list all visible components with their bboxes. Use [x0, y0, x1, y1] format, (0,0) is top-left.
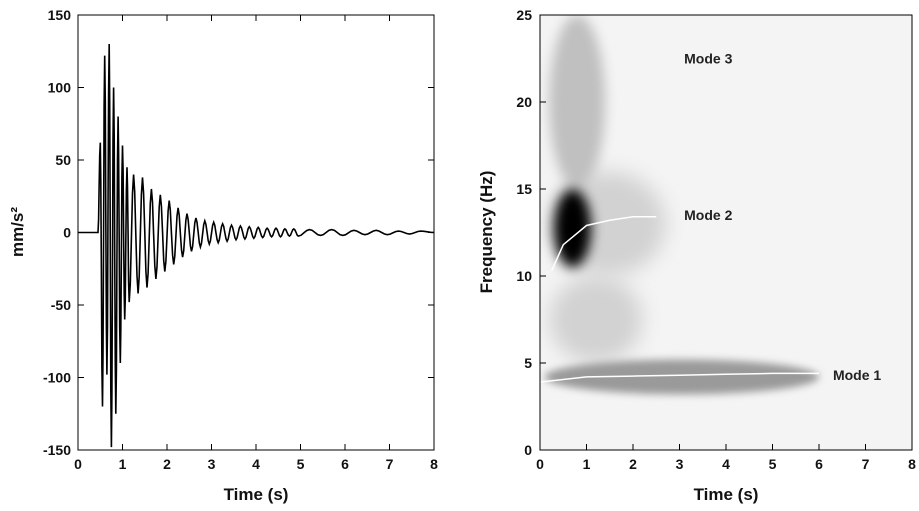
left-y-tick-label: 100: [48, 80, 72, 96]
right-y-tick-label: 20: [516, 94, 532, 110]
mode-annotation: Mode 2: [684, 207, 732, 223]
left-y-tick-label: -50: [51, 297, 71, 313]
plot-area-left: 0 1 2 3 4 5 6 7 8 150 100 50 0 -50 -100 -150: [43, 7, 438, 472]
right-x-tick-label: 6: [815, 456, 823, 472]
right-y-axis-label: Frequency (Hz): [477, 171, 496, 294]
mode-annotation: Mode 3: [684, 51, 732, 67]
left-x-tick-label: 1: [119, 456, 127, 472]
mode-annotation: Mode 1: [833, 367, 881, 383]
left-y-tick-label: 150: [48, 7, 72, 23]
left-y-tick-label: -100: [43, 370, 71, 386]
right-x-tick-label: 5: [769, 456, 777, 472]
left-y-axis-label: mm/s²: [8, 207, 27, 257]
acceleration-time-history-chart: 0 1 2 3 4 5 6 7 8 150 100 50 0 -50 -100 -150 Time (s) m…: [8, 7, 438, 504]
plot-area-right: 0 1 2 3 4 5 6 7 8 25 20 15 10 5 0 Mode 3 Mode 2 Mode 1: [516, 7, 916, 472]
left-x-axis-label: Time (s): [224, 485, 289, 504]
right-x-tick-label: 7: [862, 456, 870, 472]
acceleration-series-line: [78, 43, 434, 448]
ridge-line: [550, 216, 657, 272]
left-x-tick-label: 6: [341, 456, 349, 472]
energy-region: [553, 189, 592, 268]
left-y-tick-label: 50: [55, 152, 71, 168]
right-x-tick-label: 3: [676, 456, 684, 472]
right-x-tick-label: 8: [908, 456, 916, 472]
right-y-tick-label: 0: [524, 442, 532, 458]
left-x-tick-label: 4: [252, 456, 260, 472]
left-x-tick-label: 2: [163, 456, 171, 472]
time-frequency-chart: 0 1 2 3 4 5 6 7 8 25 20 15 10 5 0 Mode 3 Mode 2 Mode 1 T…: [477, 7, 916, 504]
left-x-tick-label: 0: [74, 456, 82, 472]
right-x-tick-label: 0: [536, 456, 544, 472]
ridge-line: [540, 372, 819, 383]
left-x-tick-label: 3: [208, 456, 216, 472]
left-x-tick-label: 8: [430, 456, 438, 472]
energy-region: [549, 276, 643, 363]
energy-region: [544, 359, 819, 395]
right-x-axis-label: Time (s): [694, 485, 759, 504]
right-y-tick-label: 5: [524, 355, 532, 371]
right-x-tick-label: 2: [629, 456, 637, 472]
left-x-tick-label: 7: [386, 456, 394, 472]
right-x-tick-label: 1: [583, 456, 591, 472]
left-x-tick-label: 5: [297, 456, 305, 472]
right-y-tick-label: 15: [516, 181, 532, 197]
right-y-tick-label: 25: [516, 7, 532, 23]
right-y-tick-label: 10: [516, 268, 532, 284]
energy-region: [549, 15, 606, 189]
left-y-tick-label: -150: [43, 442, 71, 458]
right-x-tick-label: 4: [722, 456, 730, 472]
left-y-tick-label: 0: [63, 225, 71, 241]
